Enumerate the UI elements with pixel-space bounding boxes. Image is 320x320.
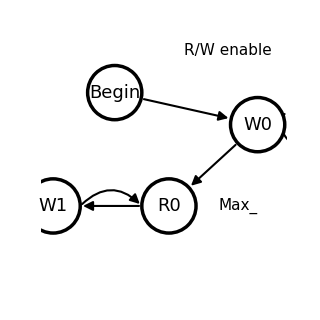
- Text: W1: W1: [38, 197, 68, 215]
- Text: W0: W0: [243, 116, 272, 134]
- FancyArrowPatch shape: [82, 190, 138, 204]
- Text: R/W enable: R/W enable: [184, 43, 271, 58]
- Text: R0: R0: [157, 197, 181, 215]
- Circle shape: [26, 179, 80, 233]
- FancyArrowPatch shape: [144, 99, 226, 120]
- FancyArrowPatch shape: [193, 145, 236, 184]
- Circle shape: [230, 98, 285, 152]
- FancyArrowPatch shape: [85, 202, 139, 210]
- Circle shape: [88, 66, 142, 120]
- Text: Begin: Begin: [89, 84, 140, 102]
- Circle shape: [142, 179, 196, 233]
- Text: Max_: Max_: [218, 198, 257, 214]
